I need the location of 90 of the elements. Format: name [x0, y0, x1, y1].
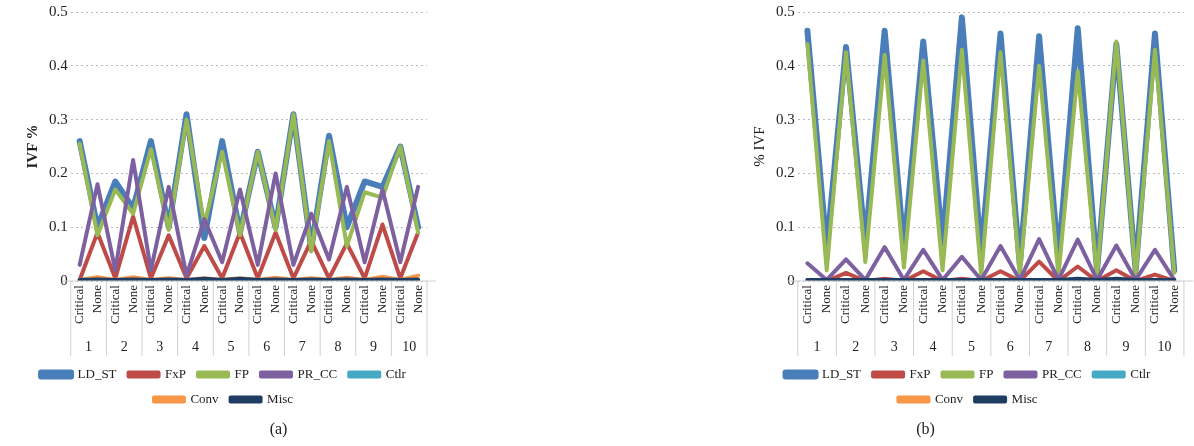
text: 9 — [370, 338, 378, 354]
x-tick-label: None — [195, 284, 211, 314]
y-tick-label: 0.5 — [49, 2, 68, 19]
x-tick-label: Critical — [1146, 284, 1162, 325]
x-tick-label: None — [972, 284, 988, 314]
x-tick-label: Critical — [213, 284, 229, 325]
text: (a) — [269, 420, 288, 439]
x-tick-label: Critical — [876, 284, 892, 325]
x-tick-label: Critical — [356, 284, 372, 325]
x-tick-label: Critical — [284, 284, 300, 325]
x-tick-label: Critical — [177, 284, 193, 325]
x-tick-label: Critical — [798, 284, 814, 325]
x-tick-label: Critical — [142, 284, 158, 325]
x-tick-label: None — [1088, 284, 1104, 314]
legend-label: PR_CC — [1041, 365, 1082, 381]
x-tick-label: None — [1165, 284, 1181, 314]
text: 2 — [120, 338, 128, 354]
x-tick-label: Critical — [391, 284, 407, 325]
legend-label: Conv — [934, 390, 964, 406]
text: 7 — [298, 338, 306, 354]
text: 2 — [852, 338, 860, 354]
legend-label: FxP — [165, 365, 187, 381]
text: 3 — [890, 338, 898, 354]
y-axis-title: % IVF — [750, 126, 767, 167]
text: 6 — [1006, 338, 1014, 354]
x-tick-label: None — [1127, 284, 1143, 314]
y-tick-label: 0.4 — [776, 56, 796, 73]
text: 10 — [1157, 338, 1172, 354]
y-tick-label: 0.2 — [776, 164, 795, 181]
legend-label: FP — [979, 365, 994, 381]
legend-label: Misc — [1011, 390, 1038, 406]
text: 5 — [968, 338, 976, 354]
x-tick-label: None — [1011, 284, 1027, 314]
x-tick-label: Critical — [1107, 284, 1123, 325]
legend-label: Ctlr — [385, 365, 407, 381]
legend-label: Ctlr — [1130, 365, 1152, 381]
x-tick-label: None — [88, 284, 104, 314]
x-tick-label: None — [124, 284, 140, 314]
x-tick-label: Critical — [71, 284, 87, 325]
y-tick-label: 0.3 — [49, 110, 68, 127]
text: 7 — [1045, 338, 1053, 354]
x-tick-label: None — [231, 284, 247, 314]
x-tick-label: None — [338, 284, 354, 314]
legend-label: FxP — [909, 365, 931, 381]
x-tick-label: None — [409, 284, 425, 314]
y-axis-title: IVF % — [23, 124, 40, 169]
y-tick-label: 0.4 — [49, 56, 69, 73]
x-tick-label: Critical — [1030, 284, 1046, 325]
x-tick-label: Critical — [837, 284, 853, 325]
x-tick-label: Critical — [106, 284, 122, 325]
x-tick-label: None — [160, 284, 176, 314]
legend-label: FP — [234, 365, 249, 381]
legend-label: PR_CC — [297, 365, 338, 381]
x-tick-label: None — [933, 284, 949, 314]
text: 1 — [813, 338, 821, 354]
text: 8 — [334, 338, 342, 354]
y-tick-label: 0.3 — [776, 110, 795, 127]
y-tick-label: 0.5 — [776, 2, 795, 19]
text: 4 — [929, 338, 937, 354]
x-tick-label: Critical — [249, 284, 265, 325]
x-tick-label: Critical — [914, 284, 930, 325]
text: 8 — [1083, 338, 1091, 354]
x-tick-label: None — [818, 284, 834, 314]
x-tick-label: None — [267, 284, 283, 314]
y-tick-label: 0 — [787, 271, 795, 288]
x-tick-label: None — [373, 284, 389, 314]
y-tick-label: 0 — [60, 271, 68, 288]
legend-label: LD_ST — [822, 365, 862, 381]
x-tick-label: Critical — [320, 284, 336, 325]
y-tick-label: 0.2 — [49, 164, 68, 181]
x-tick-label: Critical — [1069, 284, 1085, 325]
y-tick-label: 0.1 — [776, 218, 795, 235]
x-tick-label: None — [895, 284, 911, 314]
y-tick-label: 0.1 — [49, 218, 68, 235]
x-tick-label: None — [302, 284, 318, 314]
legend-label: Misc — [267, 390, 294, 406]
text: 6 — [263, 338, 271, 354]
text: 1 — [85, 338, 93, 354]
text: 5 — [227, 338, 235, 354]
legend-label: Conv — [190, 390, 220, 406]
x-tick-label: Critical — [991, 284, 1007, 325]
x-tick-label: None — [856, 284, 872, 314]
legend-label: LD_ST — [77, 365, 117, 381]
text: 4 — [191, 338, 199, 354]
text: 9 — [1122, 338, 1130, 354]
text: 10 — [402, 338, 417, 354]
text: (b) — [916, 420, 935, 439]
text: 3 — [156, 338, 164, 354]
x-tick-label: Critical — [953, 284, 969, 325]
x-tick-label: None — [1049, 284, 1065, 314]
